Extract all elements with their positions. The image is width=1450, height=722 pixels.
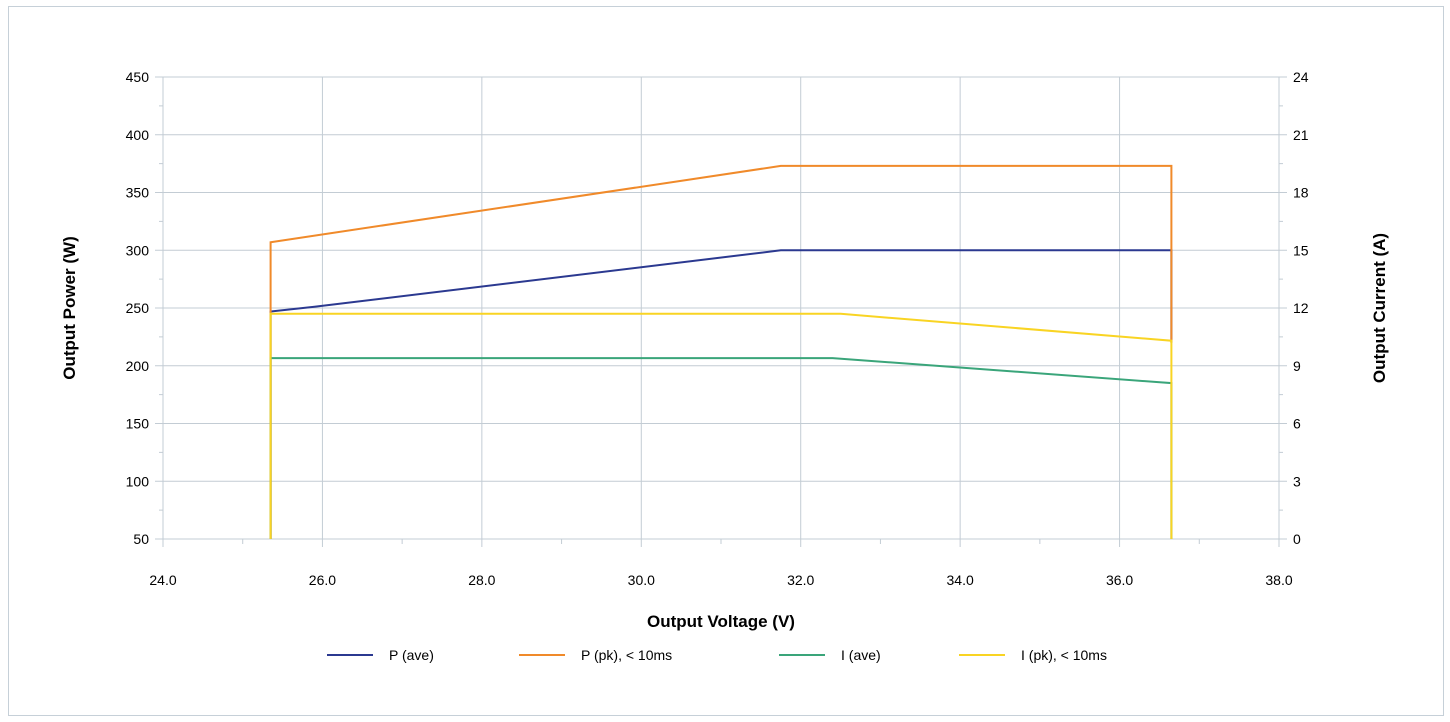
y2-tick-label: 12	[1293, 300, 1309, 316]
x-tick-label: 38.0	[1265, 572, 1292, 588]
grid-lines	[155, 76, 1287, 547]
y2-tick-label: 6	[1293, 416, 1301, 432]
y-axis-title: Output Power (W)	[60, 236, 79, 380]
y-tick-label: 200	[126, 358, 150, 374]
legend-label-1: P (pk), < 10ms	[581, 647, 672, 663]
y-tick-label: 350	[126, 185, 150, 201]
x-tick-label: 28.0	[468, 572, 495, 588]
series-line-0	[269, 249, 1173, 539]
y2-axis-title: Output Current (A)	[1370, 233, 1389, 383]
series-line-3	[269, 312, 1173, 539]
series-line-2	[269, 357, 1173, 539]
y-tick-label: 300	[126, 242, 150, 258]
y-tick-label: 50	[133, 531, 149, 547]
x-axis-title: Output Voltage (V)	[647, 612, 795, 631]
legend-label-2: I (ave)	[841, 647, 881, 663]
y2-tick-label: 3	[1293, 473, 1301, 489]
series-line-1	[269, 164, 1173, 539]
x-tick-label: 34.0	[947, 572, 974, 588]
chart-frame: 50 100 150 200 250 300 350 400 450 0 3 6 9 12 15 18 21 24…	[8, 6, 1444, 716]
y2-tick-label: 9	[1293, 358, 1301, 374]
y-tick-label: 450	[126, 69, 150, 85]
y2-tick-label: 21	[1293, 127, 1309, 143]
line-chart: 50 100 150 200 250 300 350 400 450 0 3 6 9 12 15 18 21 24…	[60, 69, 1389, 663]
x-tick-label: 26.0	[309, 572, 336, 588]
legend: P (ave) P (pk), < 10ms I (ave) I (pk), < 10…	[327, 647, 1107, 663]
legend-label-3: I (pk), < 10ms	[1021, 647, 1107, 663]
y2-tick-label: 18	[1293, 185, 1309, 201]
y-tick-label: 400	[126, 127, 150, 143]
x-tick-label: 24.0	[149, 572, 176, 588]
series-lines	[269, 164, 1173, 539]
y2-tick-label: 24	[1293, 69, 1309, 85]
y-tick-label: 250	[126, 300, 150, 316]
legend-label-0: P (ave)	[389, 647, 434, 663]
x-tick-label: 36.0	[1106, 572, 1133, 588]
y2-tick-label: 15	[1293, 242, 1309, 258]
tick-labels: 50 100 150 200 250 300 350 400 450 0 3 6 9 12 15 18 21 24…	[126, 69, 1309, 588]
y2-tick-label: 0	[1293, 531, 1301, 547]
x-tick-label: 30.0	[628, 572, 655, 588]
y-tick-label: 150	[126, 416, 150, 432]
x-tick-label: 32.0	[787, 572, 814, 588]
y-tick-label: 100	[126, 473, 150, 489]
